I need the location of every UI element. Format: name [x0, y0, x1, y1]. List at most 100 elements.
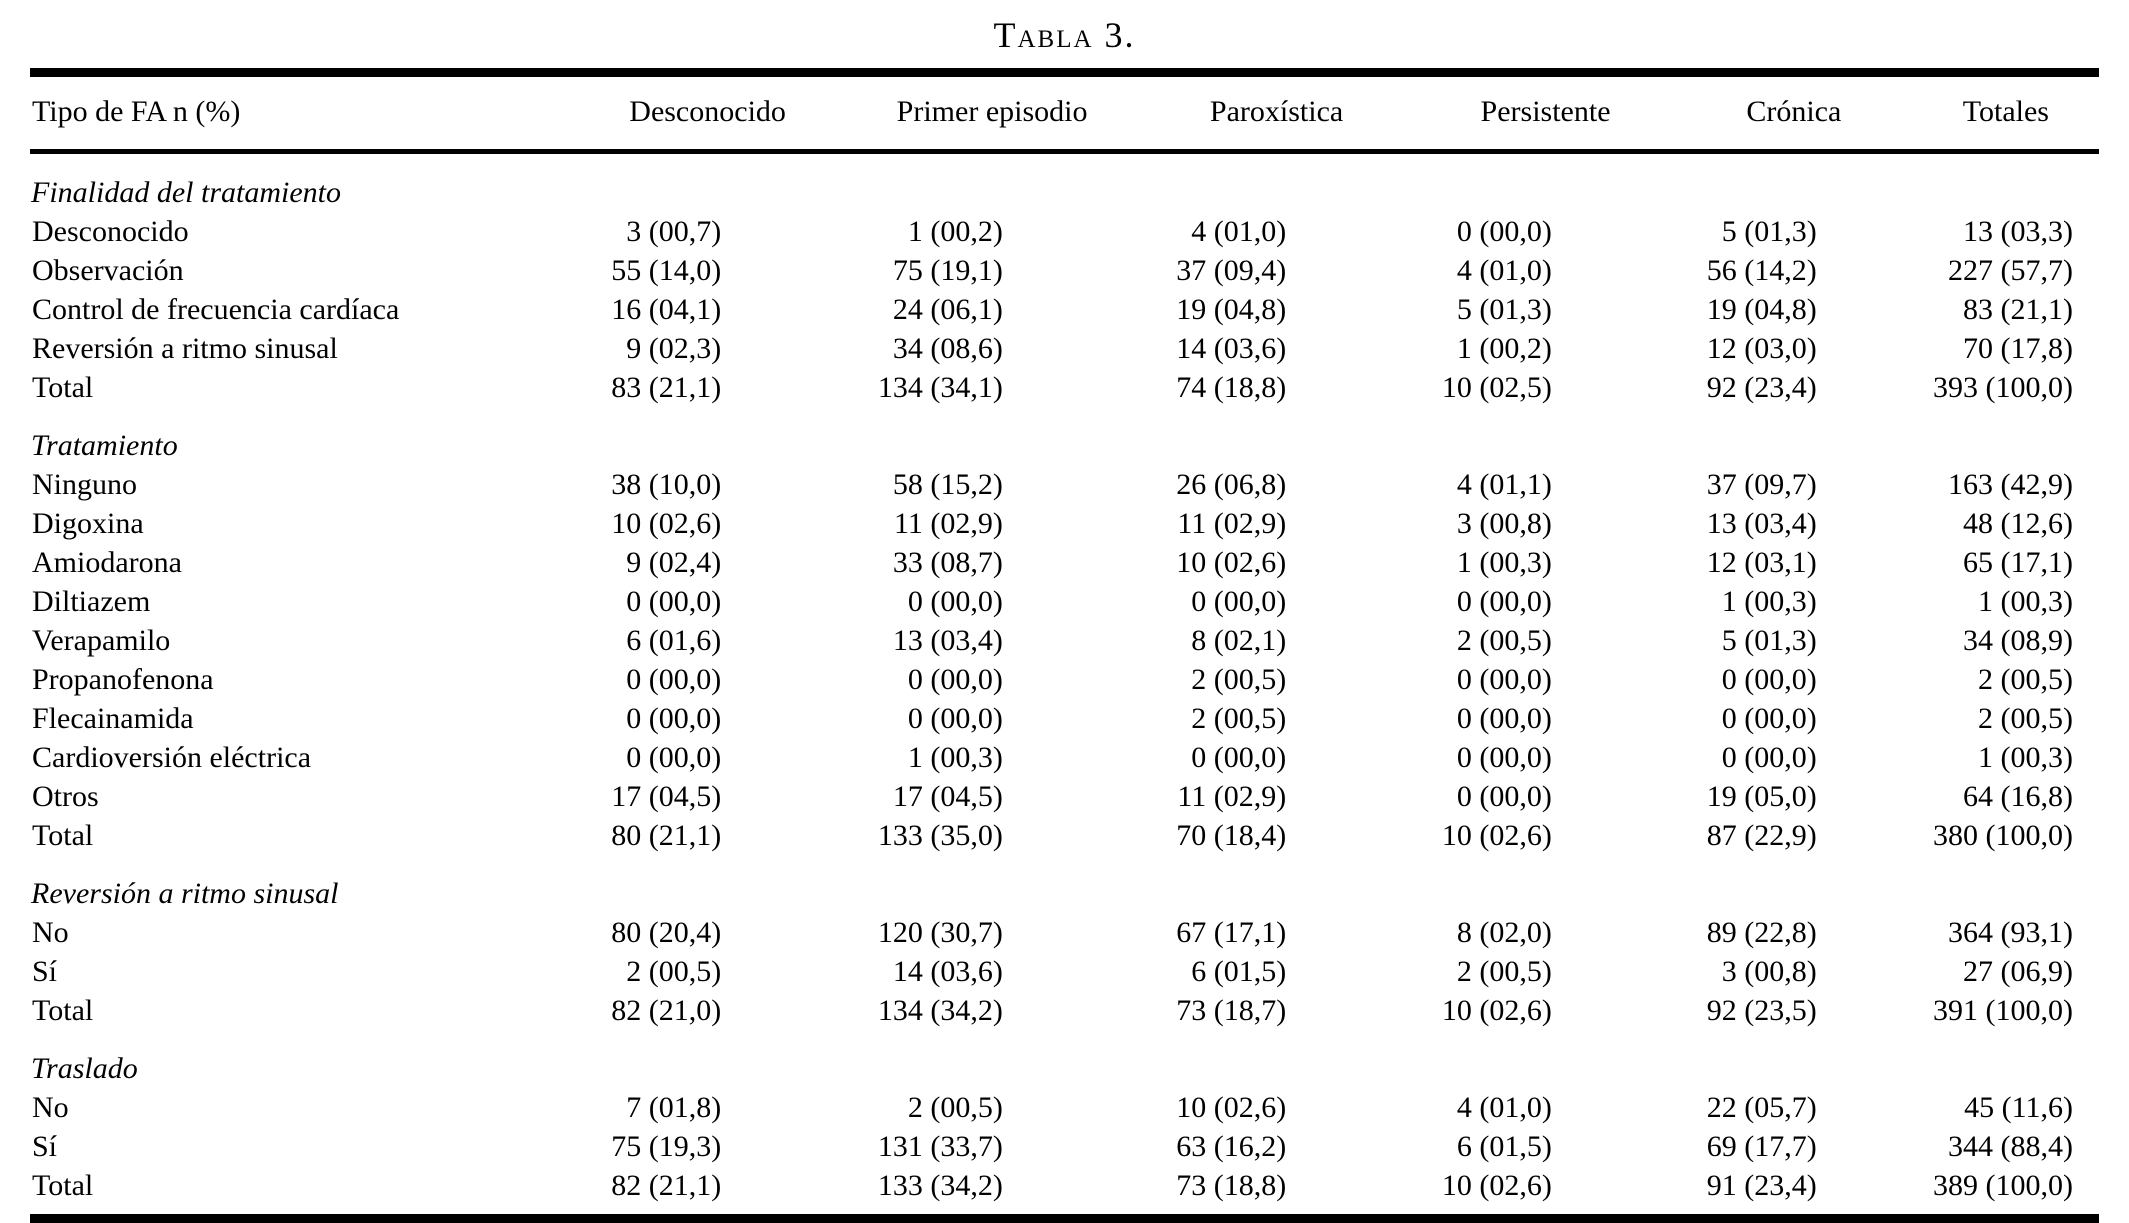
data-cell: 11 (02,9)	[1177, 780, 1287, 813]
data-row: Ninguno 38 (10,0) 58 (15,2) 26 (06,8) 4 (01,…	[30, 465, 2099, 504]
data-cell: 1 (00,3)	[1721, 585, 1817, 618]
data-cell: 10 (02,6)	[611, 507, 722, 540]
data-row: Digoxina 10 (02,6) 11 (02,9) 11 (02,9) 3 (00…	[30, 504, 2099, 543]
data-cell: 87 (22,9)	[1706, 819, 1817, 852]
data-cell: 393 (100,0)	[1933, 371, 2073, 404]
data-cell: 11 (02,9)	[1177, 507, 1287, 540]
data-row: Diltiazem 0 (00,0) 0 (00,0) 0 (00,0) 0 (00,0…	[30, 582, 2099, 621]
data-cell: 5 (01,3)	[1456, 293, 1552, 326]
section-row: Traslado	[30, 1030, 2099, 1088]
data-cell: 0 (00,0)	[1456, 215, 1552, 248]
row-label: Ninguno	[32, 468, 137, 501]
column-header-persistente: Persistente	[1416, 72, 1675, 154]
data-cell: 0 (00,0)	[1191, 741, 1287, 774]
data-cell: 82 (21,1)	[611, 1169, 722, 1202]
data-row: Amiodarona 9 (02,4) 33 (08,7) 10 (02,6) 1 (0…	[30, 543, 2099, 582]
data-cell: 92 (23,4)	[1706, 371, 1817, 404]
data-cell: 0 (00,0)	[1456, 741, 1552, 774]
data-cell: 10 (02,6)	[1176, 546, 1287, 579]
data-row: Verapamilo 6 (01,6) 13 (03,4) 8 (02,1) 2 (00…	[30, 621, 2099, 660]
data-cell: 70 (17,8)	[1963, 332, 2073, 365]
data-cell: 0 (00,0)	[626, 585, 722, 618]
data-cell: 0 (00,0)	[1721, 741, 1817, 774]
data-cell: 27 (06,9)	[1963, 955, 2073, 988]
row-label: Cardioversión eléctrica	[32, 741, 312, 774]
row-label: Flecainamida	[32, 702, 194, 735]
data-cell: 1 (00,3)	[1978, 741, 2073, 774]
data-row: Cardioversión eléctrica 0 (00,0) 1 (00,3) 0…	[30, 738, 2099, 777]
section-row: Reversión a ritmo sinusal	[30, 855, 2099, 913]
data-cell: 364 (93,1)	[1948, 916, 2073, 949]
data-cell: 89 (22,8)	[1706, 916, 1817, 949]
data-cell: 1 (00,3)	[1978, 585, 2073, 618]
row-label: Diltiazem	[32, 585, 151, 618]
data-cell: 0 (00,0)	[626, 663, 722, 696]
data-row: Total 80 (21,1) 133 (35,0) 70 (18,4) 10 (02,…	[30, 816, 2099, 855]
data-cell: 17 (04,5)	[611, 780, 722, 813]
data-cell: 344 (88,4)	[1948, 1130, 2073, 1163]
data-cell: 0 (00,0)	[1456, 585, 1552, 618]
data-cell: 11 (02,9)	[894, 507, 1003, 540]
data-cell: 37 (09,7)	[1706, 468, 1817, 501]
data-cell: 45 (11,6)	[1964, 1091, 2073, 1124]
table-title: Tabla 3.	[993, 15, 1136, 55]
data-cell: 2 (00,5)	[1456, 955, 1552, 988]
data-cell: 0 (00,0)	[1721, 702, 1817, 735]
data-cell: 19 (05,0)	[1706, 780, 1817, 813]
data-row: No 7 (01,8) 2 (00,5) 10 (02,6) 4 (01,0) 22 (0…	[30, 1088, 2099, 1127]
data-cell: 1 (00,2)	[907, 215, 1003, 248]
data-cell: 2 (00,5)	[1191, 702, 1287, 735]
data-row: Otros 17 (04,5) 17 (04,5) 11 (02,9) 0 (00,0)…	[30, 777, 2099, 816]
data-cell: 74 (18,8)	[1176, 371, 1287, 404]
data-cell: 75 (19,3)	[611, 1130, 722, 1163]
data-row: Sí 75 (19,3) 131 (33,7) 63 (16,2) 6 (01,5) 69…	[30, 1127, 2099, 1166]
section-label: Traslado	[31, 1052, 138, 1085]
data-cell: 63 (16,2)	[1176, 1130, 1287, 1163]
data-cell: 131 (33,7)	[877, 1130, 1003, 1163]
data-cell: 58 (15,2)	[892, 468, 1003, 501]
data-cell: 13 (03,4)	[1706, 507, 1817, 540]
data-cell: 26 (06,8)	[1176, 468, 1287, 501]
data-cell: 12 (03,1)	[1706, 546, 1817, 579]
section-label: Tratamiento	[31, 429, 178, 462]
data-cell: 9 (02,4)	[626, 546, 722, 579]
data-table: Tipo de FA n (%) Desconocido Primer epis…	[30, 68, 2099, 1223]
data-cell: 48 (12,6)	[1963, 507, 2073, 540]
header-row: Tipo de FA n (%) Desconocido Primer epis…	[30, 72, 2099, 154]
data-cell: 12 (03,0)	[1706, 332, 1817, 365]
data-cell: 69 (17,7)	[1706, 1130, 1817, 1163]
data-row: No 80 (20,4) 120 (30,7) 67 (17,1) 8 (02,0) 89…	[30, 913, 2099, 952]
data-cell: 73 (18,7)	[1176, 994, 1287, 1027]
data-cell: 65 (17,1)	[1963, 546, 2073, 579]
data-row: Total 82 (21,1) 133 (34,2) 73 (18,8) 10 (02,…	[30, 1166, 2099, 1219]
data-cell: 3 (00,8)	[1721, 955, 1817, 988]
row-label: Sí	[32, 1130, 58, 1163]
data-cell: 91 (23,4)	[1706, 1169, 1817, 1202]
row-label: Total	[32, 994, 94, 1027]
data-cell: 22 (05,7)	[1706, 1091, 1817, 1124]
data-cell: 3 (00,8)	[1456, 507, 1552, 540]
data-cell: 2 (00,5)	[1978, 702, 2073, 735]
row-label: Propanofenona	[32, 663, 214, 696]
data-cell: 389 (100,0)	[1933, 1169, 2073, 1202]
data-cell: 10 (02,6)	[1176, 1091, 1287, 1124]
data-cell: 0 (00,0)	[1456, 780, 1552, 813]
column-header-desconocido: Desconocido	[567, 72, 848, 154]
data-cell: 70 (18,4)	[1176, 819, 1287, 852]
page: Tabla 3. Tipo de FA n (%) Desconocido Pr…	[30, 15, 2099, 1223]
data-row: Flecainamida 0 (00,0) 0 (00,0) 2 (00,5) 0 (0…	[30, 699, 2099, 738]
data-cell: 19 (04,8)	[1176, 293, 1287, 326]
data-cell: 80 (21,1)	[611, 819, 722, 852]
row-label: Observación	[32, 254, 184, 287]
data-cell: 2 (00,5)	[1456, 624, 1552, 657]
data-cell: 16 (04,1)	[611, 293, 722, 326]
data-cell: 9 (02,3)	[626, 332, 722, 365]
section-label: Finalidad del tratamiento	[31, 176, 341, 209]
data-cell: 120 (30,7)	[877, 916, 1003, 949]
data-cell: 82 (21,0)	[611, 994, 722, 1027]
data-cell: 67 (17,1)	[1176, 916, 1287, 949]
data-cell: 2 (00,5)	[907, 1091, 1003, 1124]
data-cell: 0 (00,0)	[1456, 702, 1552, 735]
row-label: Otros	[32, 780, 99, 813]
row-label: Digoxina	[32, 507, 144, 540]
